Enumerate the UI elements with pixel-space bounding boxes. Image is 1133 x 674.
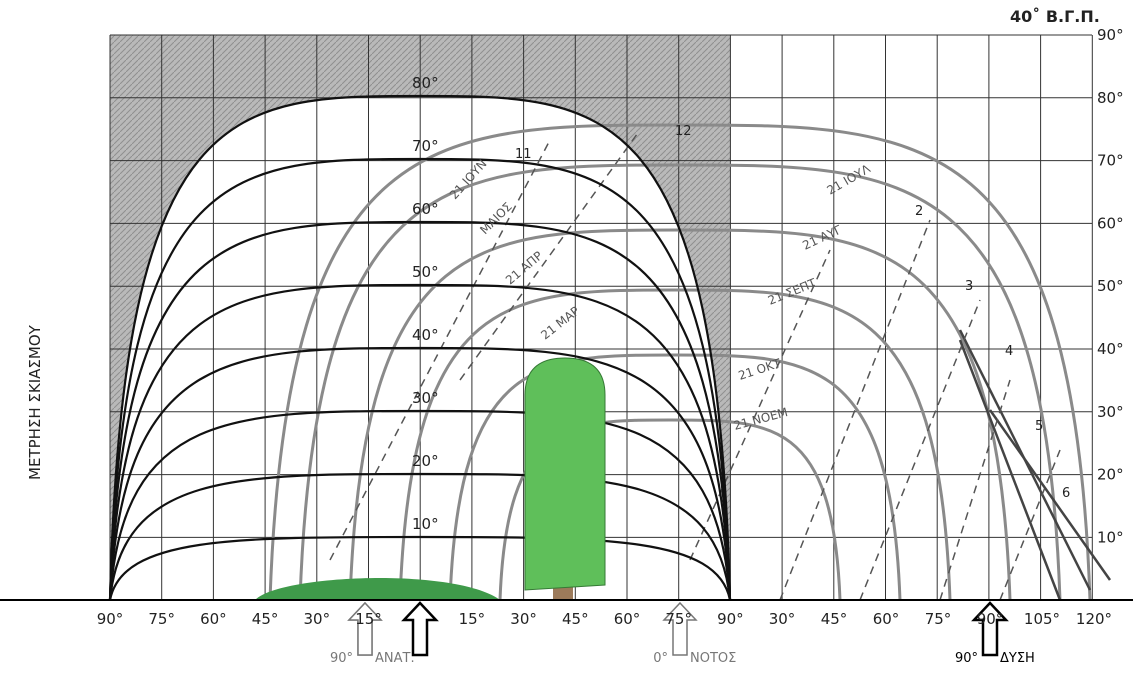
arc-label: 30°: [412, 389, 439, 407]
arc-label: 70°: [412, 137, 439, 155]
bottom-label: 15°: [459, 610, 486, 628]
bottom-label: 105°: [1024, 610, 1060, 628]
bottom-label: 60°: [873, 610, 900, 628]
hour-label: 11: [515, 147, 532, 162]
sun-path: [960, 340, 1060, 600]
arc-label: 50°: [412, 263, 439, 281]
bottom-label: 60°: [614, 610, 641, 628]
bottom-label: 75°: [148, 610, 175, 628]
bottom-label: 15°: [355, 610, 382, 628]
bottom-label: 90°: [977, 610, 1004, 628]
bottom-label: 75°: [665, 610, 692, 628]
right-axis-label: 90°: [1097, 26, 1124, 44]
right-axis-label: 70°: [1097, 152, 1124, 170]
bottom-label: 75°: [925, 610, 952, 628]
bottom-label: 90°: [97, 610, 124, 628]
latitude: 40˚ Β.Γ.Π.: [1010, 7, 1100, 26]
tree: [525, 358, 605, 590]
arc-label: 60°: [412, 200, 439, 218]
right-axis-label: 20°: [1097, 466, 1124, 484]
hour-line: [940, 380, 1010, 600]
hour-label: 5: [1035, 419, 1043, 434]
right-axis-label: 40°: [1097, 340, 1124, 358]
direction-angle: 90°: [330, 651, 353, 666]
bottom-label: 45°: [562, 610, 589, 628]
direction-name: ΔΥΣΗ: [1000, 651, 1035, 666]
right-axis-label: 30°: [1097, 403, 1124, 421]
hour-label: 3: [965, 279, 973, 294]
direction-name: ΝΟΤΟΣ: [690, 651, 736, 666]
side-label: ΜΕΤΡΗΣΗ ΣΚΙΑΣΜΟΥ: [26, 324, 44, 480]
diagram: 80°70°60°50°40°30°20°10°21 ΙΟΥΝΜΑΙΟΣ21 Α…: [0, 0, 1133, 670]
bottom-label: 30°: [510, 610, 537, 628]
bottom-label: 30°: [304, 610, 331, 628]
arrow: [404, 603, 436, 655]
hour-label: 4: [1005, 344, 1013, 359]
direction-angle: 90°: [955, 651, 978, 666]
arc-label: 10°: [412, 515, 439, 533]
right-axis-label: 80°: [1097, 89, 1124, 107]
bottom-label: 30°: [769, 610, 796, 628]
bottom-label: 120°: [1076, 610, 1112, 628]
bottom-label: 90°: [717, 610, 744, 628]
right-axis-label: 50°: [1097, 277, 1124, 295]
right-axis-label: 10°: [1097, 528, 1124, 546]
hour-label: 2: [915, 204, 923, 219]
bottom-label: 60°: [200, 610, 227, 628]
arc-label: 80°: [412, 74, 439, 92]
arc-label: 20°: [412, 452, 439, 470]
month-label: 21 ΟΚΤ: [737, 356, 784, 383]
month-label: 21 ΣΕΠΤ: [766, 276, 819, 308]
direction-name: ΑΝΑΤ.: [375, 651, 415, 666]
bottom-label: 45°: [252, 610, 279, 628]
hour-label: 12: [675, 124, 692, 139]
month-label: 21 ΑΥΓ: [800, 222, 844, 252]
arc-label: 40°: [412, 326, 439, 344]
hour-line: [780, 220, 930, 600]
direction-angle: 0°: [653, 651, 668, 666]
hour-label: 6: [1062, 486, 1070, 501]
bottom-label: 45°: [821, 610, 848, 628]
right-axis-label: 60°: [1097, 214, 1124, 232]
